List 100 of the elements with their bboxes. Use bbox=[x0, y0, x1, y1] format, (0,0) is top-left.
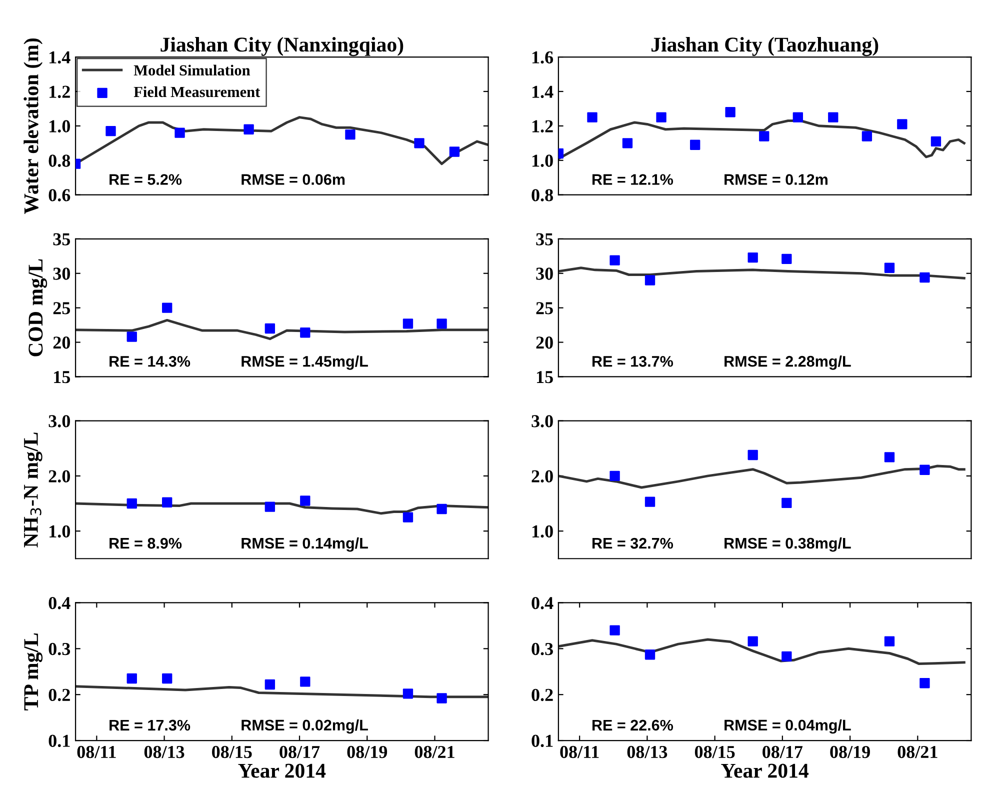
line-series bbox=[558, 638, 966, 666]
point bbox=[920, 678, 930, 688]
point bbox=[436, 693, 447, 704]
x-tick-label: 08/19 bbox=[830, 746, 870, 758]
point bbox=[162, 302, 172, 313]
y-tick-label: 35 bbox=[536, 233, 553, 246]
y-tick-label: 1.0 bbox=[50, 525, 70, 538]
annotation: RMSE = 1.45mg/L bbox=[242, 356, 368, 370]
y-tick-label: 2.0 bbox=[48, 470, 70, 482]
point bbox=[300, 328, 310, 338]
y-tick-label: 0.8 bbox=[532, 189, 553, 202]
y-tick-label: 1.2 bbox=[532, 120, 553, 132]
x-tick-label: 08/15 bbox=[212, 746, 252, 758]
annotation: RE = 17.3% bbox=[110, 720, 190, 731]
y-tick-label: 20 bbox=[536, 336, 553, 349]
y-tick-label: 1.0 bbox=[532, 154, 553, 167]
y-tick-label: 25 bbox=[536, 302, 553, 314]
point bbox=[587, 112, 598, 122]
point bbox=[656, 112, 666, 122]
annotation: RE = 8.9% bbox=[110, 538, 182, 549]
y-tick-label: 0.8 bbox=[48, 154, 70, 167]
y-tick-label: 0.6 bbox=[48, 189, 70, 202]
point bbox=[174, 128, 185, 138]
point bbox=[126, 332, 137, 342]
point bbox=[748, 636, 758, 646]
y-tick-label: 0.3 bbox=[532, 642, 553, 656]
x-tick-label: 08/11 bbox=[560, 746, 599, 758]
annotation: RMSE = 2.28mg/L bbox=[724, 356, 851, 370]
x-tick-label: 08/13 bbox=[144, 746, 184, 758]
annotation: RE = 13.7% bbox=[592, 356, 674, 367]
annotation: RMSE = 0.12m bbox=[724, 174, 828, 185]
point bbox=[862, 131, 872, 142]
y-tick-label: 3.0 bbox=[48, 415, 70, 428]
point bbox=[782, 254, 792, 264]
point bbox=[610, 470, 620, 482]
x-tick-label: 08/15 bbox=[694, 746, 735, 758]
y-tick-label: 0.3 bbox=[48, 642, 70, 656]
point bbox=[622, 138, 633, 148]
chart-title: Jiashan City (Nanxingqiao) bbox=[160, 37, 404, 56]
annotation: RE = 14.3% bbox=[110, 356, 190, 367]
point bbox=[126, 498, 137, 509]
point bbox=[162, 673, 172, 684]
y-tick-label: 25 bbox=[53, 302, 70, 314]
point bbox=[725, 107, 736, 118]
y-tick-label: 0.4 bbox=[48, 596, 70, 610]
y-axis-title: COD mg/L bbox=[28, 259, 48, 356]
annotation: RE = 22.6% bbox=[592, 720, 674, 731]
y-tick-label: 30 bbox=[53, 268, 70, 280]
annotation: RMSE = 0.02mg/L bbox=[242, 719, 368, 734]
point bbox=[828, 112, 838, 122]
y-tick-label: 1.4 bbox=[532, 86, 554, 98]
point bbox=[402, 688, 414, 699]
y-tick-label: 0.1 bbox=[532, 734, 553, 748]
point bbox=[759, 131, 770, 142]
point bbox=[402, 318, 414, 329]
point bbox=[345, 129, 356, 140]
point bbox=[610, 255, 620, 266]
y-tick-label: 1.4 bbox=[50, 51, 70, 64]
point bbox=[690, 140, 700, 150]
point bbox=[748, 450, 758, 460]
y-tick-label: 30 bbox=[536, 268, 553, 280]
legend-label: Field Measurement bbox=[134, 86, 260, 98]
point bbox=[106, 126, 116, 136]
point bbox=[264, 679, 276, 690]
legend-label: Model Simulation bbox=[134, 64, 250, 76]
x-tick-label: 08/17 bbox=[762, 746, 803, 758]
point bbox=[300, 676, 310, 687]
y-tick-label: 3.0 bbox=[532, 415, 553, 428]
chart-title: Jiashan City (Taozhuang) bbox=[652, 37, 878, 56]
annotation: RMSE = 0.06m bbox=[242, 174, 345, 185]
point bbox=[920, 464, 930, 475]
y-tick-label: 15 bbox=[536, 371, 553, 384]
annotation: RMSE = 0.14mg/L bbox=[242, 537, 368, 552]
point bbox=[748, 252, 758, 263]
point bbox=[884, 262, 895, 273]
point bbox=[644, 650, 656, 660]
y-tick-label: 0.4 bbox=[532, 596, 554, 610]
x-axis-title: Year 2014 bbox=[238, 764, 326, 778]
y-tick-label: 1.0 bbox=[532, 525, 553, 538]
point bbox=[126, 673, 137, 684]
line-series bbox=[558, 464, 966, 489]
x-axis-title: Year 2014 bbox=[721, 764, 809, 778]
annotation: RE = 32.7% bbox=[592, 538, 674, 549]
point bbox=[884, 452, 895, 462]
point bbox=[436, 504, 447, 514]
x-tick-label: 08/17 bbox=[280, 746, 320, 758]
line-series bbox=[76, 685, 488, 698]
y-tick-label: 0.2 bbox=[532, 688, 553, 702]
point bbox=[264, 502, 276, 512]
point bbox=[644, 496, 656, 507]
y-tick-label: 1.6 bbox=[532, 51, 554, 64]
x-tick-label: 08/19 bbox=[347, 746, 388, 758]
x-tick-label: 08/21 bbox=[898, 746, 938, 758]
y-tick-label: 15 bbox=[54, 371, 70, 384]
point bbox=[920, 272, 930, 283]
point bbox=[162, 497, 172, 508]
y-axis-title: NH$_{3}$-N mg/L bbox=[24, 432, 42, 548]
point bbox=[792, 112, 804, 122]
annotation: RMSE = 0.04mg/L bbox=[724, 719, 851, 734]
y-tick-label: 2.0 bbox=[532, 470, 553, 482]
